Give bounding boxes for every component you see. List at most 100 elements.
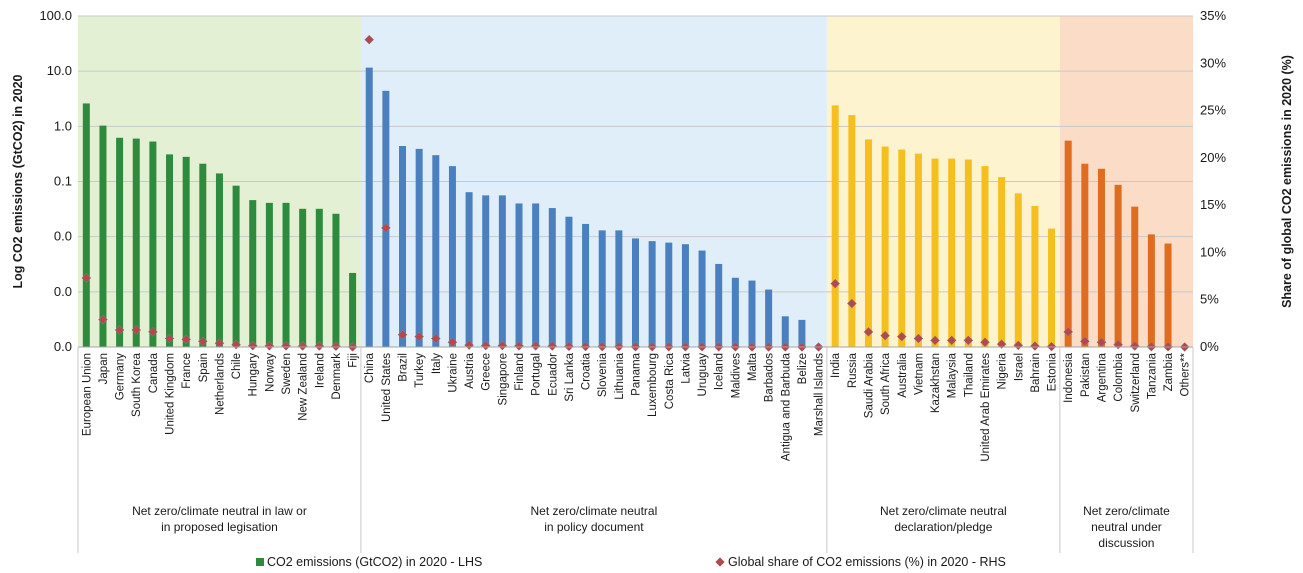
category-label: Panama (631, 352, 643, 395)
category-label: Japan (98, 353, 110, 384)
share-marker (1030, 341, 1040, 351)
category-label: Others** (1180, 352, 1192, 396)
category-label: Malta (747, 352, 759, 381)
share-marker (497, 340, 508, 351)
share-marker (480, 340, 491, 351)
category-label: United Arab Emirates (980, 353, 992, 462)
y-right-tick-label: 15% (1200, 197, 1226, 212)
bar (532, 203, 540, 347)
legend-label-share: Global share of CO2 emissions (%) in 202… (728, 555, 1006, 569)
bar (1147, 234, 1155, 347)
category-label: Brazil (398, 353, 410, 382)
share-marker (414, 331, 425, 342)
category-label: Antigua and Barbuda (780, 352, 792, 461)
bar (881, 146, 889, 347)
bar (82, 103, 90, 347)
category-label: Ukraine (447, 353, 459, 393)
category-label: New Zealand (298, 353, 310, 421)
category-label: India (830, 352, 842, 378)
category-label: European Union (81, 353, 93, 436)
share-marker (564, 341, 574, 352)
bar (565, 216, 573, 347)
category-label: Colombia (1113, 352, 1125, 401)
share-marker (381, 222, 391, 233)
share-marker (880, 330, 890, 341)
y-left-tick-label: 10.0 (47, 63, 72, 78)
bar (399, 146, 407, 347)
category-label: Hungary (248, 353, 260, 397)
category-label: Luxembourg (647, 353, 659, 417)
share-marker (247, 340, 258, 351)
category-label: Austria (464, 352, 476, 388)
y-left-tick-label: 0.1 (54, 174, 72, 189)
share-marker (364, 34, 375, 45)
share-marker (81, 273, 92, 283)
bar (632, 238, 639, 347)
category-label: Ireland (314, 353, 326, 388)
category-label: Belize (797, 353, 809, 384)
share-marker (114, 325, 125, 335)
category-label: Maldives (730, 353, 742, 399)
category-label: Saudi Arabia (863, 352, 875, 418)
share-marker (164, 333, 175, 344)
bar (698, 250, 706, 347)
category-label: Ecuador (547, 353, 559, 396)
bar (1014, 193, 1022, 347)
group-label: Net zero/climate neutral (531, 504, 658, 518)
group-label: discussion (1098, 536, 1154, 550)
bar (1031, 205, 1039, 347)
share-marker (197, 336, 208, 347)
category-label: Estonia (1047, 352, 1059, 391)
bar (116, 137, 124, 347)
bar (482, 195, 490, 347)
bar (765, 289, 773, 347)
category-label: Nigeria (997, 352, 1009, 389)
category-label: Indonesia (1063, 352, 1075, 402)
y-left-tick-label: 0.0 (54, 229, 72, 244)
category-label: Malaysia (947, 352, 959, 398)
bar (315, 208, 323, 347)
share-marker (830, 278, 841, 289)
share-marker (281, 341, 291, 351)
bar (349, 272, 357, 347)
y-left-tick-label: 100.0 (39, 8, 72, 23)
bar (99, 125, 107, 347)
y-right-tick-label: 30% (1200, 55, 1226, 70)
bar (498, 195, 506, 347)
share-marker (98, 314, 108, 325)
bar (914, 153, 922, 347)
share-marker (231, 339, 241, 350)
bar (265, 202, 273, 347)
legend-label-emissions: CO2 emissions (GtCO2) in 2020 - LHS (267, 555, 482, 569)
bar (548, 208, 556, 347)
category-label: Netherlands (214, 353, 226, 415)
share-marker (863, 327, 874, 337)
group-label: Net zero/climate (1083, 504, 1170, 518)
bar (798, 319, 806, 347)
category-label: Norway (264, 353, 276, 392)
y-right-tick-label: 0% (1200, 339, 1219, 354)
bar (715, 263, 723, 347)
share-marker (464, 340, 474, 350)
bar (132, 138, 140, 347)
bar (681, 244, 689, 347)
share-marker (430, 333, 441, 344)
category-label: China (364, 352, 376, 383)
bar (332, 213, 340, 347)
bar (382, 90, 390, 348)
category-label: Israel (1013, 353, 1025, 381)
share-marker (996, 339, 1007, 350)
bar (848, 115, 856, 347)
bar (615, 230, 623, 347)
share-marker (397, 329, 408, 340)
group-label: neutral under (1091, 520, 1162, 534)
bar (1131, 206, 1139, 347)
share-marker (930, 335, 940, 346)
bar (365, 67, 373, 348)
bar (731, 277, 739, 347)
category-label: Bahrain (1030, 353, 1042, 393)
category-label: Greece (481, 353, 493, 391)
category-label: Latvia (680, 352, 692, 383)
y-right-tick-label: 35% (1200, 8, 1226, 23)
bar (948, 158, 956, 347)
